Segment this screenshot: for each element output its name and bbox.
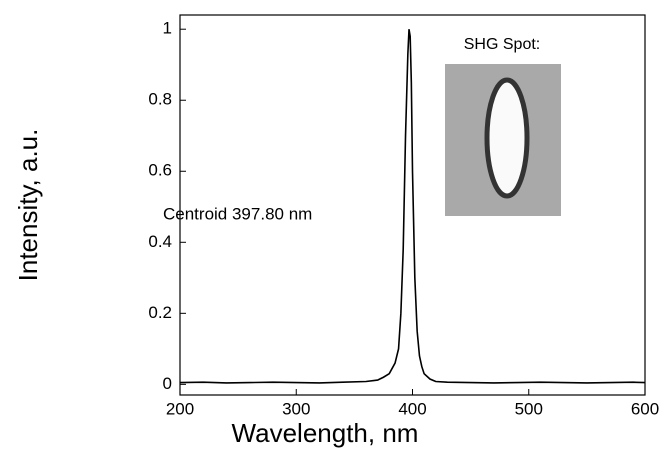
y-axis-label: Intensity, a.u.: [13, 129, 43, 282]
y-tick-label: 0.2: [148, 303, 172, 322]
x-tick-label: 400: [398, 399, 426, 418]
annotation: Centroid 397.80 nm: [163, 204, 312, 223]
x-tick-label: 600: [631, 399, 659, 418]
y-tick-label: 0.8: [148, 90, 172, 109]
x-axis-label: Wavelength, nm: [232, 418, 419, 448]
inset-image: [445, 64, 561, 216]
y-tick-label: 0.4: [148, 232, 172, 251]
inset-spot: [484, 77, 530, 199]
y-tick-label: 0: [163, 374, 172, 393]
x-tick-label: 300: [282, 399, 310, 418]
annotation: SHG Spot:: [464, 36, 540, 53]
y-tick-label: 0.6: [148, 161, 172, 180]
data-line: [179, 29, 646, 384]
x-tick-label: 200: [166, 399, 194, 418]
x-tick-label: 500: [515, 399, 543, 418]
y-tick-label: 1: [163, 19, 172, 38]
